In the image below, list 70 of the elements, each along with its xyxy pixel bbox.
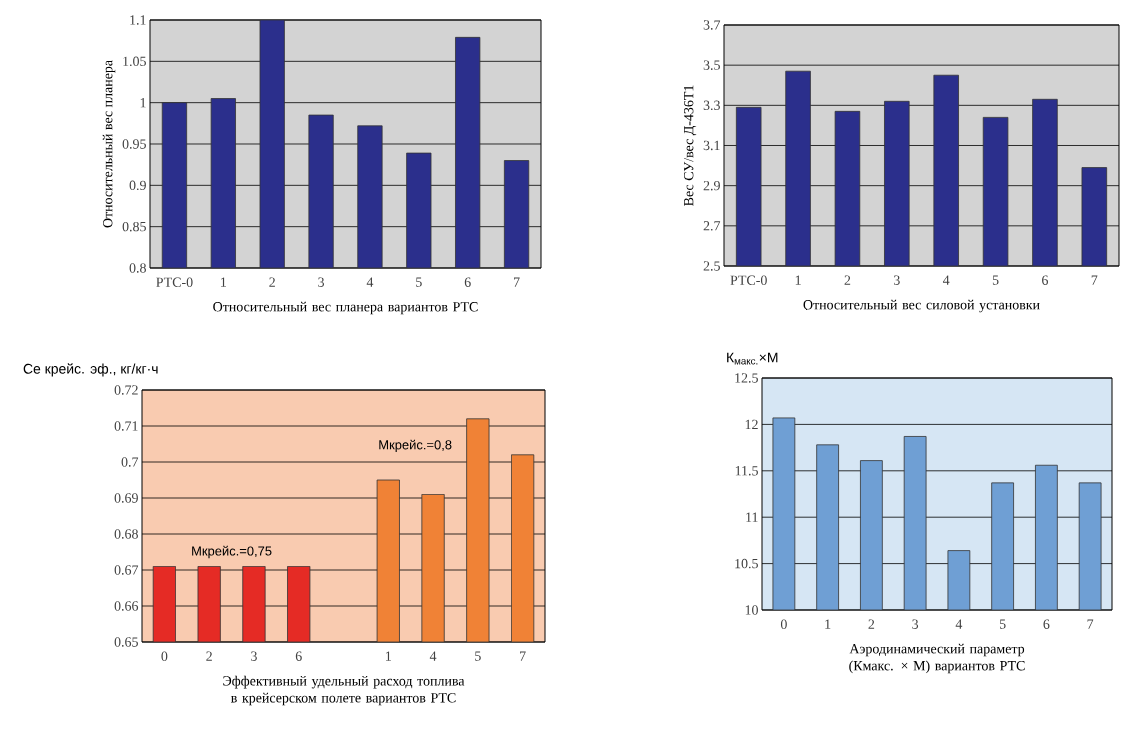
x-tick-label: 2 bbox=[269, 277, 275, 287]
x-tick-label: РТС-0 bbox=[156, 277, 193, 287]
y-tick-label: 0.72 bbox=[114, 385, 138, 395]
y-tick-label: 3.7 bbox=[703, 20, 721, 30]
x-tick-label: 4 bbox=[955, 619, 963, 629]
annotation: Мкрейс.=0,8 bbox=[379, 439, 452, 452]
x-tick-label: 0 bbox=[780, 619, 787, 629]
x-tick-label: 5 bbox=[475, 651, 481, 661]
y-tick-label: 0.68 bbox=[114, 529, 138, 539]
y-tick-label: 2.5 bbox=[703, 261, 720, 271]
x-tick-label: 1 bbox=[795, 275, 801, 285]
x-tick-label: 5 bbox=[416, 277, 422, 287]
y-axis-title: Вес СУ/вес Д-436Т1 bbox=[684, 85, 697, 206]
x-tick-label: 7 bbox=[520, 651, 526, 661]
y-tick-label: 3.5 bbox=[703, 60, 720, 70]
y-tick-label: 0.66 bbox=[114, 601, 139, 611]
x-tick-label: 3 bbox=[894, 275, 900, 285]
y-tick-label: 0.69 bbox=[114, 493, 138, 503]
y-tick-label: 3.1 bbox=[703, 140, 720, 151]
x-tick-label: 0 bbox=[161, 651, 168, 661]
x-axis-title: Относительный вес планера вариантов РТС bbox=[213, 301, 478, 315]
x-tick-label: 3 bbox=[912, 619, 919, 629]
y-axis-title: Се крейс. эф., кг/кг·ч bbox=[23, 363, 158, 377]
y-tick-label: 3.3 bbox=[703, 100, 720, 111]
y-tick-label: 0.95 bbox=[122, 139, 146, 149]
y-tick-label: 0.7 bbox=[121, 457, 139, 467]
x-tick-label: 7 bbox=[514, 277, 520, 287]
y-tick-label: 1 bbox=[140, 98, 146, 108]
x-tick-label: 6 bbox=[464, 277, 471, 287]
x-tick-label: 6 bbox=[1043, 619, 1050, 629]
x-axis-title: Относительный вес силовой установки bbox=[803, 299, 1040, 313]
x-tick-label: 5 bbox=[992, 275, 999, 285]
x-tick-label: 1 bbox=[386, 651, 391, 661]
x-tick-label: 6 bbox=[295, 651, 302, 661]
y-tick-label: 0.67 bbox=[114, 565, 139, 575]
x-tick-label: 1 bbox=[221, 277, 226, 287]
x-tick-label: 6 bbox=[1042, 275, 1049, 285]
y-tick-label: 10 bbox=[745, 605, 758, 615]
y-axis-title: К$_{макс.}$×М bbox=[727, 352, 778, 365]
x-tick-label: РТС-0 bbox=[730, 275, 767, 285]
y-tick-label: 0.71 bbox=[114, 421, 138, 431]
y-tick-label: 11.5 bbox=[735, 466, 758, 476]
y-tick-label: 1.05 bbox=[123, 56, 146, 67]
x-tick-label: 2 bbox=[868, 619, 875, 629]
y-tick-label: 2.7 bbox=[703, 221, 721, 231]
x-tick-label: 3 bbox=[318, 277, 325, 287]
y-tick-label: 0.85 bbox=[122, 221, 146, 232]
y-tick-label: 10.5 bbox=[735, 558, 758, 569]
x-tick-label: 4 bbox=[942, 275, 950, 285]
x-tick-label: 4 bbox=[429, 651, 437, 661]
annotation: Мкрейс.=0,75 bbox=[192, 545, 272, 559]
y-tick-label: 12 bbox=[745, 419, 758, 430]
x-axis-title: Аэродинамический параметр (Кмакс. × М) вариантов РТС bbox=[849, 643, 1025, 674]
x-tick-label: 3 bbox=[251, 651, 257, 661]
y-tick-label: 12.5 bbox=[735, 373, 758, 383]
y-tick-label: 0.8 bbox=[129, 263, 146, 273]
x-tick-label: 7 bbox=[1091, 275, 1098, 285]
y-tick-label: 2.9 bbox=[703, 180, 720, 191]
y-tick-label: 1.1 bbox=[130, 15, 146, 25]
x-tick-label: 7 bbox=[1087, 619, 1094, 629]
x-tick-label: 2 bbox=[844, 275, 851, 285]
x-tick-label: 4 bbox=[366, 277, 374, 287]
y-tick-label: 0.9 bbox=[129, 180, 146, 191]
x-tick-label: 2 bbox=[206, 651, 212, 661]
y-tick-label: 0.65 bbox=[114, 637, 138, 647]
x-tick-label: 1 bbox=[825, 619, 831, 629]
x-tick-label: 5 bbox=[999, 619, 1006, 629]
y-axis-title: Относительный вес планера bbox=[102, 60, 116, 228]
y-tick-label: 11 bbox=[746, 512, 758, 522]
x-axis-title: Эффективный удельный расход топлива в крейсерском полете вариантов РТС bbox=[223, 675, 465, 706]
